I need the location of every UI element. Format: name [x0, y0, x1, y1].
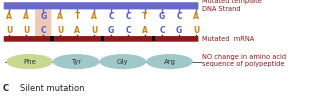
Text: C: C: [125, 26, 131, 35]
Text: C: C: [108, 12, 114, 21]
Bar: [101, 36, 104, 41]
Text: C: C: [159, 26, 165, 35]
Text: G: G: [108, 26, 114, 35]
Text: G: G: [40, 12, 46, 21]
Text: C: C: [176, 12, 182, 21]
Text: A: A: [142, 26, 148, 35]
Text: U: U: [91, 26, 97, 35]
Text: NO change in amino acid
sequence of polypeptide: NO change in amino acid sequence of poly…: [202, 54, 286, 67]
Text: T: T: [75, 12, 80, 21]
Text: A: A: [57, 12, 63, 21]
Bar: [152, 36, 156, 41]
Circle shape: [6, 54, 53, 69]
Text: A: A: [74, 26, 80, 35]
Text: A: A: [23, 12, 29, 21]
Text: Phe: Phe: [23, 59, 36, 65]
Text: Mutated template
DNA Strand: Mutated template DNA Strand: [202, 0, 262, 12]
Text: U: U: [23, 26, 30, 35]
FancyBboxPatch shape: [4, 36, 198, 42]
Text: G: G: [159, 12, 165, 21]
Text: Mutated  mRNA: Mutated mRNA: [202, 36, 254, 42]
Text: C: C: [40, 26, 46, 35]
Circle shape: [146, 54, 193, 69]
Text: A: A: [91, 12, 97, 21]
Text: U: U: [193, 26, 199, 35]
Text: A: A: [193, 12, 199, 21]
Circle shape: [53, 54, 100, 69]
Text: U: U: [57, 26, 63, 35]
Text: Tyr: Tyr: [71, 59, 81, 65]
Text: G: G: [176, 26, 182, 35]
Text: Silent mutation: Silent mutation: [20, 84, 85, 93]
Text: Gly: Gly: [117, 59, 128, 65]
Text: U: U: [6, 26, 12, 35]
Circle shape: [100, 54, 146, 69]
Text: C: C: [3, 84, 9, 93]
Bar: [50, 36, 53, 41]
Text: C: C: [125, 12, 131, 21]
Text: T: T: [142, 12, 148, 21]
Text: A: A: [7, 12, 12, 21]
FancyBboxPatch shape: [35, 9, 51, 36]
FancyBboxPatch shape: [4, 2, 198, 9]
Text: Arg: Arg: [164, 59, 175, 65]
